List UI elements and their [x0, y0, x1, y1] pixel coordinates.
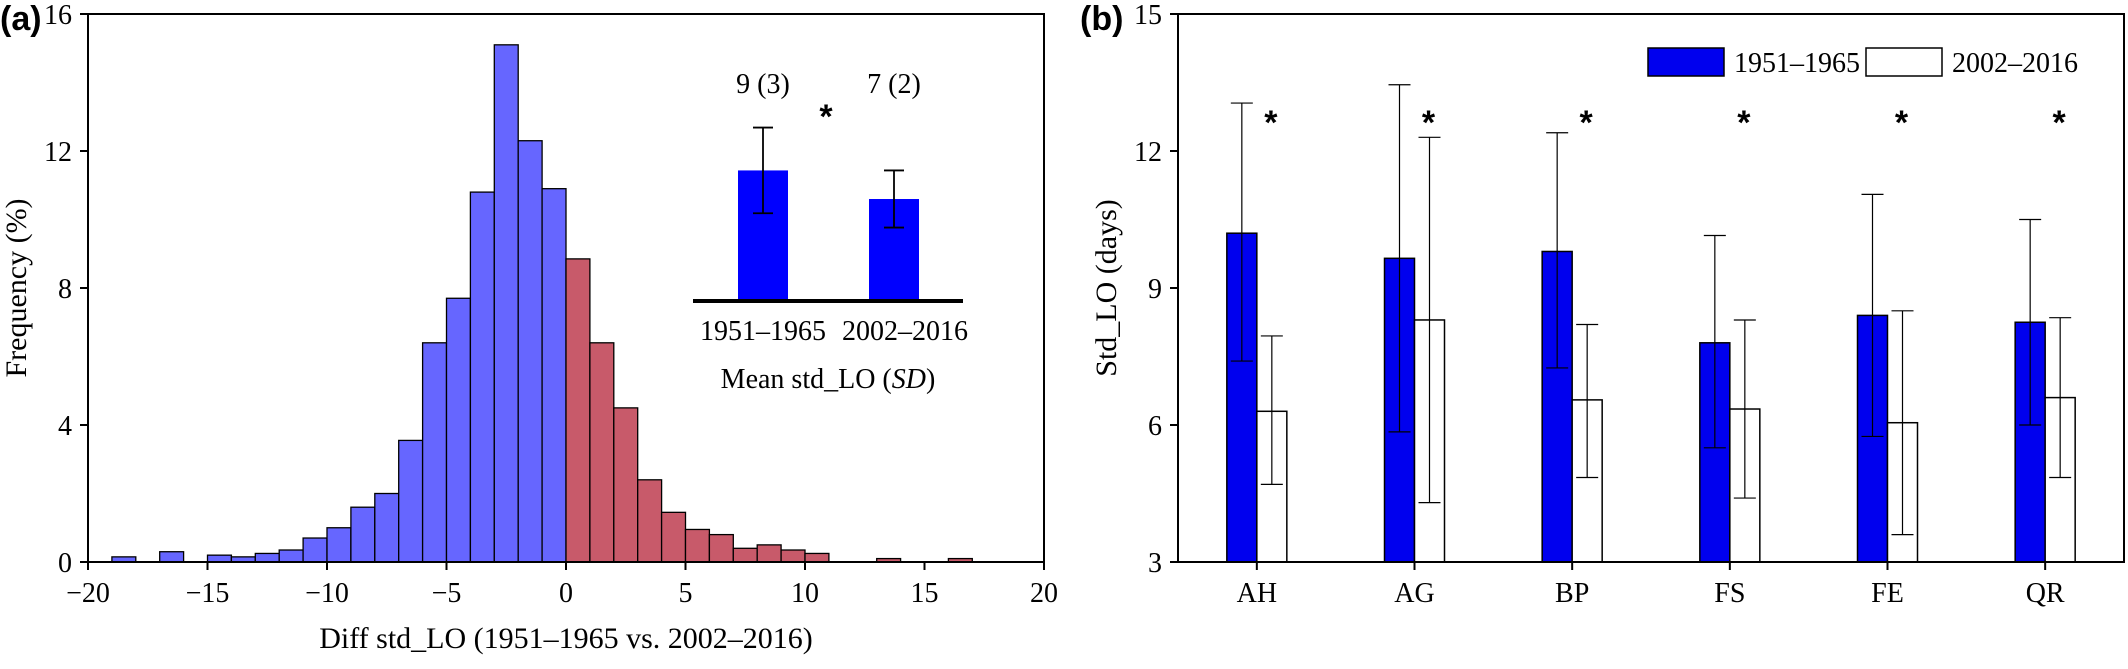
histogram-bar	[302, 537, 328, 563]
x-category-label: BP	[1555, 578, 1589, 609]
histogram-bar	[684, 528, 711, 563]
histogram-bar	[732, 547, 758, 563]
histogram-bar	[660, 511, 687, 563]
inset-bars	[738, 126, 919, 299]
inset-category-1951: 1951–1965	[700, 316, 826, 347]
significance-marker: *	[1737, 104, 1751, 142]
histogram-bar	[398, 439, 424, 563]
y-tick-label: 16	[44, 0, 72, 31]
significance-marker: *	[1422, 104, 1436, 142]
histogram-bars	[111, 44, 973, 563]
histogram-bar	[350, 506, 376, 563]
histogram-bar	[517, 140, 543, 563]
x-tick-label: 10	[791, 578, 819, 609]
panel-a-ylabel: Frequency (%)	[0, 198, 33, 377]
histogram-bar	[326, 527, 352, 563]
y-tick-label: 9	[1148, 274, 1162, 305]
x-tick-label: −5	[432, 578, 462, 609]
inset-significance: *	[819, 98, 833, 136]
x-tick-label: 5	[679, 578, 693, 609]
x-tick-label: 20	[1030, 578, 1058, 609]
inset-chart: 9 (3) 7 (2) * 1951–1965 2002–2016 Mean s…	[693, 69, 968, 395]
x-tick-label: −20	[66, 578, 110, 609]
panel-b: (b) * * * * * * AH AG BP FS FE QR 3 6 9 12 15 Std_LO (d…	[1080, 0, 2125, 609]
x-category-label: AG	[1394, 578, 1434, 609]
legend-swatch-1951	[1647, 47, 1725, 77]
panel-a-xlabel: Diff std_LO (1951–1965 vs. 2002–2016)	[319, 622, 813, 655]
histogram-bar	[565, 258, 591, 563]
y-tick-label: 15	[1134, 0, 1162, 31]
histogram-bar	[254, 552, 280, 563]
histogram-bar	[493, 44, 519, 563]
significance-marker: *	[1264, 104, 1278, 142]
x-tick-label: 0	[559, 578, 573, 609]
inset-label-1951: 9 (3)	[736, 69, 790, 100]
significance-marker: *	[1580, 104, 1594, 142]
histogram-bar	[780, 549, 806, 563]
histogram-bar	[804, 552, 830, 563]
histogram-bar	[756, 544, 782, 563]
histogram-bar	[374, 492, 400, 563]
panel-b-ylabel: Std_LO (days)	[1090, 199, 1123, 376]
x-tick-label: −15	[186, 578, 230, 609]
grouped-bars: * * * * * *	[1226, 84, 2076, 563]
inset-xlabel: Mean std_LO (SD)	[721, 364, 936, 395]
y-tick-label: 4	[58, 411, 72, 442]
y-tick-label: 3	[1148, 548, 1162, 579]
legend: 1951–1965 2002–2016	[1647, 47, 2078, 79]
legend-label-2002: 2002–2016	[1952, 48, 2078, 79]
y-tick-label: 0	[58, 548, 72, 579]
histogram-bar	[159, 551, 185, 563]
y-tick-label: 12	[44, 137, 72, 168]
x-tick-label: −10	[305, 578, 349, 609]
x-category-label: FS	[1714, 578, 1745, 609]
y-tick-label: 6	[1148, 411, 1162, 442]
panel-a-axes: −20 −15 −10 −5 0 5 10 15 20 0 4 8 12 16	[44, 0, 1058, 609]
histogram-bar	[278, 549, 304, 563]
inset-category-2002: 2002–2016	[842, 316, 968, 347]
y-tick-label: 8	[58, 274, 72, 305]
y-tick-label: 12	[1134, 137, 1162, 168]
histogram-bar	[541, 188, 567, 563]
histogram-bar	[206, 554, 233, 563]
panel-b-label: (b)	[1080, 0, 1123, 38]
x-category-label: FE	[1871, 578, 1904, 609]
x-category-label: QR	[2026, 578, 2065, 609]
panel-a-label: (a)	[0, 0, 42, 38]
panel-a: (a) −20 −15 −10 −5 0 5 10 15 20 0 4 8 12 16 Diff std_…	[0, 0, 1058, 655]
histogram-bar	[613, 407, 639, 563]
significance-marker: *	[1895, 104, 1909, 142]
panel-b-axes: AH AG BP FS FE QR 3 6 9 12 15	[1134, 0, 2065, 609]
x-tick-label: 15	[911, 578, 939, 609]
inset-label-2002: 7 (2)	[867, 69, 921, 100]
panel-b-frame	[1177, 13, 2125, 563]
x-category-label: AH	[1237, 578, 1277, 609]
histogram-bar	[589, 342, 615, 563]
histogram-bar	[637, 479, 663, 563]
legend-swatch-2002	[1865, 47, 1943, 77]
histogram-bar	[421, 342, 448, 563]
histogram-bar	[469, 191, 495, 563]
significance-marker: *	[2053, 104, 2067, 142]
legend-label-1951: 1951–1965	[1734, 48, 1860, 79]
histogram-bar	[445, 297, 472, 563]
histogram-bar	[708, 533, 734, 563]
